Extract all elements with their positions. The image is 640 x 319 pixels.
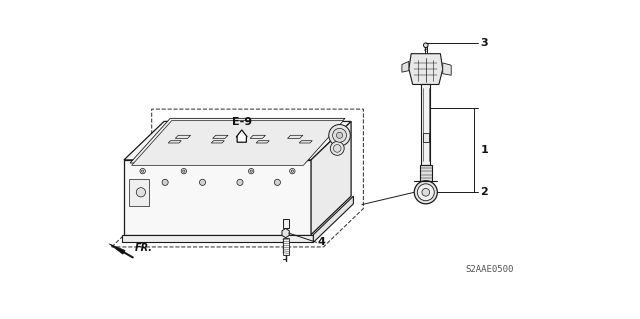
Polygon shape <box>314 196 353 242</box>
Polygon shape <box>211 141 224 143</box>
Polygon shape <box>129 179 149 206</box>
Text: FR.: FR. <box>135 243 153 253</box>
Circle shape <box>237 179 243 185</box>
Bar <box>283 238 289 255</box>
Polygon shape <box>409 54 443 85</box>
Polygon shape <box>175 135 191 138</box>
Circle shape <box>333 145 341 152</box>
Circle shape <box>424 43 428 48</box>
Text: 1: 1 <box>481 145 488 155</box>
Circle shape <box>275 179 280 185</box>
Circle shape <box>248 168 254 174</box>
Circle shape <box>337 132 342 138</box>
Polygon shape <box>402 61 409 72</box>
Text: S2AAE0500: S2AAE0500 <box>465 265 514 274</box>
Polygon shape <box>311 122 351 235</box>
Circle shape <box>140 168 145 174</box>
Polygon shape <box>443 63 451 75</box>
Circle shape <box>290 168 295 174</box>
Polygon shape <box>236 130 247 142</box>
Circle shape <box>200 179 205 185</box>
Polygon shape <box>130 118 345 163</box>
Bar <box>420 165 432 181</box>
Circle shape <box>417 184 435 201</box>
Text: 3: 3 <box>481 38 488 48</box>
Polygon shape <box>282 228 289 238</box>
Circle shape <box>181 168 186 174</box>
Polygon shape <box>124 122 351 160</box>
Polygon shape <box>299 141 312 143</box>
Circle shape <box>329 124 350 146</box>
Circle shape <box>291 170 294 172</box>
Circle shape <box>136 188 145 197</box>
Circle shape <box>182 170 185 172</box>
Polygon shape <box>122 235 314 242</box>
Bar <box>283 219 289 228</box>
Polygon shape <box>109 244 125 254</box>
Circle shape <box>141 170 144 172</box>
Polygon shape <box>124 160 311 235</box>
Bar <box>421 85 431 165</box>
Text: 4: 4 <box>318 237 326 247</box>
Circle shape <box>414 181 437 204</box>
Polygon shape <box>168 141 181 143</box>
Polygon shape <box>212 135 228 138</box>
Bar <box>422 133 429 142</box>
Polygon shape <box>287 135 303 138</box>
Text: 2: 2 <box>481 187 488 197</box>
Text: E-9: E-9 <box>232 117 252 127</box>
Circle shape <box>250 170 252 172</box>
Circle shape <box>162 179 168 185</box>
Polygon shape <box>256 141 269 143</box>
Circle shape <box>422 189 429 196</box>
Polygon shape <box>132 121 344 165</box>
Circle shape <box>333 128 346 142</box>
Circle shape <box>330 141 344 155</box>
Polygon shape <box>250 135 266 138</box>
